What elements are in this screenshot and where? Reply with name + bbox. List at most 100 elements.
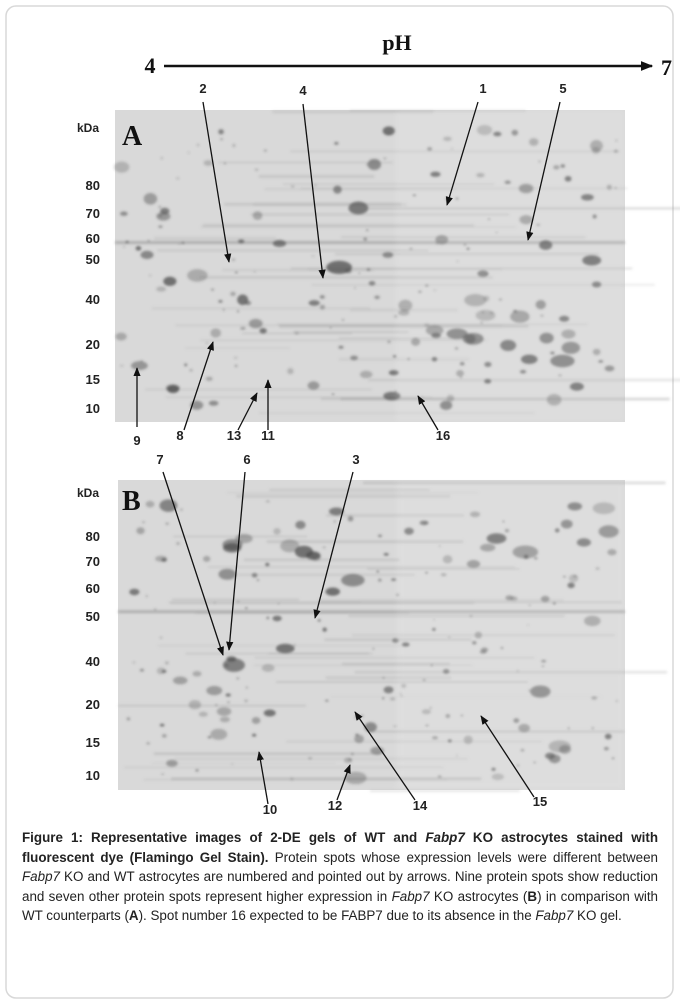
gel-streak xyxy=(325,676,452,680)
caption-segment: Fabp7 xyxy=(391,888,430,904)
mw-label: 70 xyxy=(86,206,100,221)
gel-spot xyxy=(115,332,127,341)
gel-spot xyxy=(143,193,158,205)
gel-spot xyxy=(382,677,385,679)
gel-spot xyxy=(238,239,245,244)
caption-segment: Fabp7 xyxy=(22,869,60,885)
gel-spot xyxy=(220,138,223,141)
gel-spot xyxy=(123,245,125,248)
mw-label: 70 xyxy=(86,554,100,569)
spot-number: 13 xyxy=(227,428,241,443)
gel-spot xyxy=(361,715,364,717)
gel-streak xyxy=(124,766,444,769)
gel-spot xyxy=(277,602,280,605)
gel-spot xyxy=(230,291,236,297)
gel-spot xyxy=(196,144,200,146)
gel-streak xyxy=(341,662,451,666)
caption-segment: Protein spots whose expression levels we… xyxy=(268,849,659,865)
gel-spot xyxy=(213,601,216,604)
gel-streak xyxy=(218,161,393,164)
gel-spot xyxy=(172,676,188,685)
gel-spot xyxy=(205,376,213,381)
caption-segment: B xyxy=(527,888,538,904)
gel-streak xyxy=(254,657,535,659)
caption-segment: Fabp7 xyxy=(425,830,465,845)
gel-spot xyxy=(165,661,169,665)
gel-streak xyxy=(171,777,482,781)
gel-spot xyxy=(189,369,193,372)
gel-spot xyxy=(160,207,170,215)
gel-spot xyxy=(251,573,258,578)
gel-spot xyxy=(383,552,389,556)
gel-spot xyxy=(355,733,359,736)
spot-number: 9 xyxy=(133,433,140,448)
gel-spot xyxy=(218,568,237,580)
gel-spot xyxy=(386,133,391,136)
gel-spot xyxy=(222,308,225,311)
gel-spot xyxy=(206,685,223,696)
gel-spot xyxy=(218,129,224,135)
mw-label: 20 xyxy=(86,337,100,352)
gel-spot xyxy=(187,269,208,282)
gel-spot xyxy=(383,686,394,694)
gel-spot xyxy=(222,539,243,550)
gel-spot xyxy=(195,769,199,772)
mw-label: 15 xyxy=(86,372,100,387)
gel-spot xyxy=(290,185,295,188)
gel-spot xyxy=(232,144,236,147)
mw-label: 80 xyxy=(86,529,100,544)
gel-streak xyxy=(154,236,277,240)
gel-spot xyxy=(391,578,397,582)
gel-spot xyxy=(259,328,267,334)
gel-spot xyxy=(275,643,295,654)
spot-number: 4 xyxy=(299,83,307,98)
gel-spot xyxy=(245,686,248,689)
gel-spot xyxy=(334,141,339,145)
caption: Figure 1: Representative images of 2-DE … xyxy=(22,828,658,926)
gel-streak xyxy=(200,339,488,342)
gel-spot xyxy=(338,345,344,349)
gel-spot xyxy=(159,723,165,727)
gel-spot xyxy=(147,239,150,242)
gel-spot xyxy=(322,627,327,632)
gel-spot xyxy=(350,355,359,361)
gel-spot xyxy=(294,331,299,335)
gel-spot xyxy=(308,300,320,306)
spot-arrow xyxy=(256,751,269,805)
gel-spot xyxy=(131,361,148,371)
gel-spot xyxy=(219,716,230,723)
gel-spot xyxy=(331,393,335,395)
gel-spot xyxy=(208,400,219,406)
gel-spot xyxy=(341,319,345,321)
gel-streak xyxy=(165,396,433,398)
gel-spot xyxy=(384,157,386,160)
ph-end: 7 xyxy=(661,55,672,80)
gel-spot xyxy=(387,340,391,343)
ph-label: pH xyxy=(382,30,411,55)
gel-spot xyxy=(226,701,230,704)
gel-spot xyxy=(367,158,382,171)
gel-spot xyxy=(145,500,155,508)
gel-streak xyxy=(151,307,371,310)
gel-spot xyxy=(376,570,380,573)
gel-spot xyxy=(307,381,320,390)
spot-arrow xyxy=(526,101,561,241)
spot-number: 8 xyxy=(176,428,183,443)
mw-label: 40 xyxy=(86,654,100,669)
mw-label: 60 xyxy=(86,581,100,596)
gel-streak xyxy=(253,664,473,667)
gel-spot xyxy=(251,717,261,724)
spot-arrow xyxy=(183,341,214,431)
figure-border xyxy=(5,5,674,999)
gel-spot xyxy=(210,728,228,740)
gel-spot xyxy=(351,753,354,755)
mw-label: 50 xyxy=(86,252,100,267)
gel-spot xyxy=(155,555,167,562)
gel-spot xyxy=(265,562,270,567)
gel-streak xyxy=(269,489,430,491)
gel-streak xyxy=(200,226,517,228)
gel-spot xyxy=(234,365,238,367)
